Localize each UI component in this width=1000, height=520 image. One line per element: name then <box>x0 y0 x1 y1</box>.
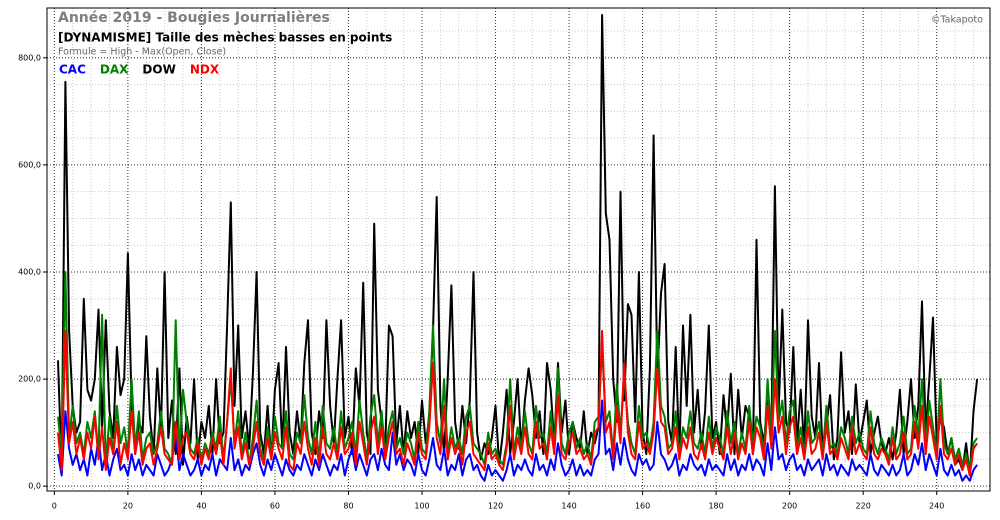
legend-entry: DAX <box>100 63 129 77</box>
y-tick-label: 600,0 <box>18 160 41 169</box>
x-tick-label: 60 <box>270 502 280 511</box>
x-tick-label: 200 <box>782 502 797 511</box>
legend-entry: DOW <box>142 63 175 77</box>
x-tick-label: 40 <box>196 502 206 511</box>
ticks: 0 20 40 60 80 100 120 140 160 180 200 220 240 0,0 200,… <box>18 53 944 510</box>
watermark: ©Takapoto <box>931 15 983 26</box>
y-tick-label: 200,0 <box>18 375 41 384</box>
series-line <box>57 329 978 477</box>
y-tick-label: 400,0 <box>18 267 41 276</box>
formula: Formule = High - Max(Open, Close) <box>58 47 226 58</box>
x-tick-label: 80 <box>343 502 353 511</box>
legend: CAC DAX DOW NDX <box>59 63 220 77</box>
y-tick-label: 800,0 <box>18 53 41 62</box>
x-tick-label: 0 <box>52 502 57 511</box>
x-tick-label: 20 <box>123 502 133 511</box>
x-tick-label: 160 <box>635 502 650 511</box>
lines <box>57 14 979 482</box>
x-tick-label: 100 <box>414 502 429 511</box>
plot-frame <box>46 7 991 492</box>
x-tick-label: 140 <box>561 502 576 511</box>
chart-title: Année 2019 - Bougies Journalières <box>58 10 330 26</box>
x-tick-label: 220 <box>856 502 871 511</box>
x-tick-label: 240 <box>929 502 944 511</box>
x-tick-label: 120 <box>488 502 503 511</box>
legend-entry: NDX <box>190 63 220 77</box>
x-tick-label: 180 <box>708 502 723 511</box>
series-line <box>57 399 978 482</box>
legend-entry: CAC <box>59 63 86 77</box>
y-tick-label: 0,0 <box>28 482 41 491</box>
chart-subtitle: [DYNAMISME] Taille des mèches basses en … <box>58 31 392 45</box>
